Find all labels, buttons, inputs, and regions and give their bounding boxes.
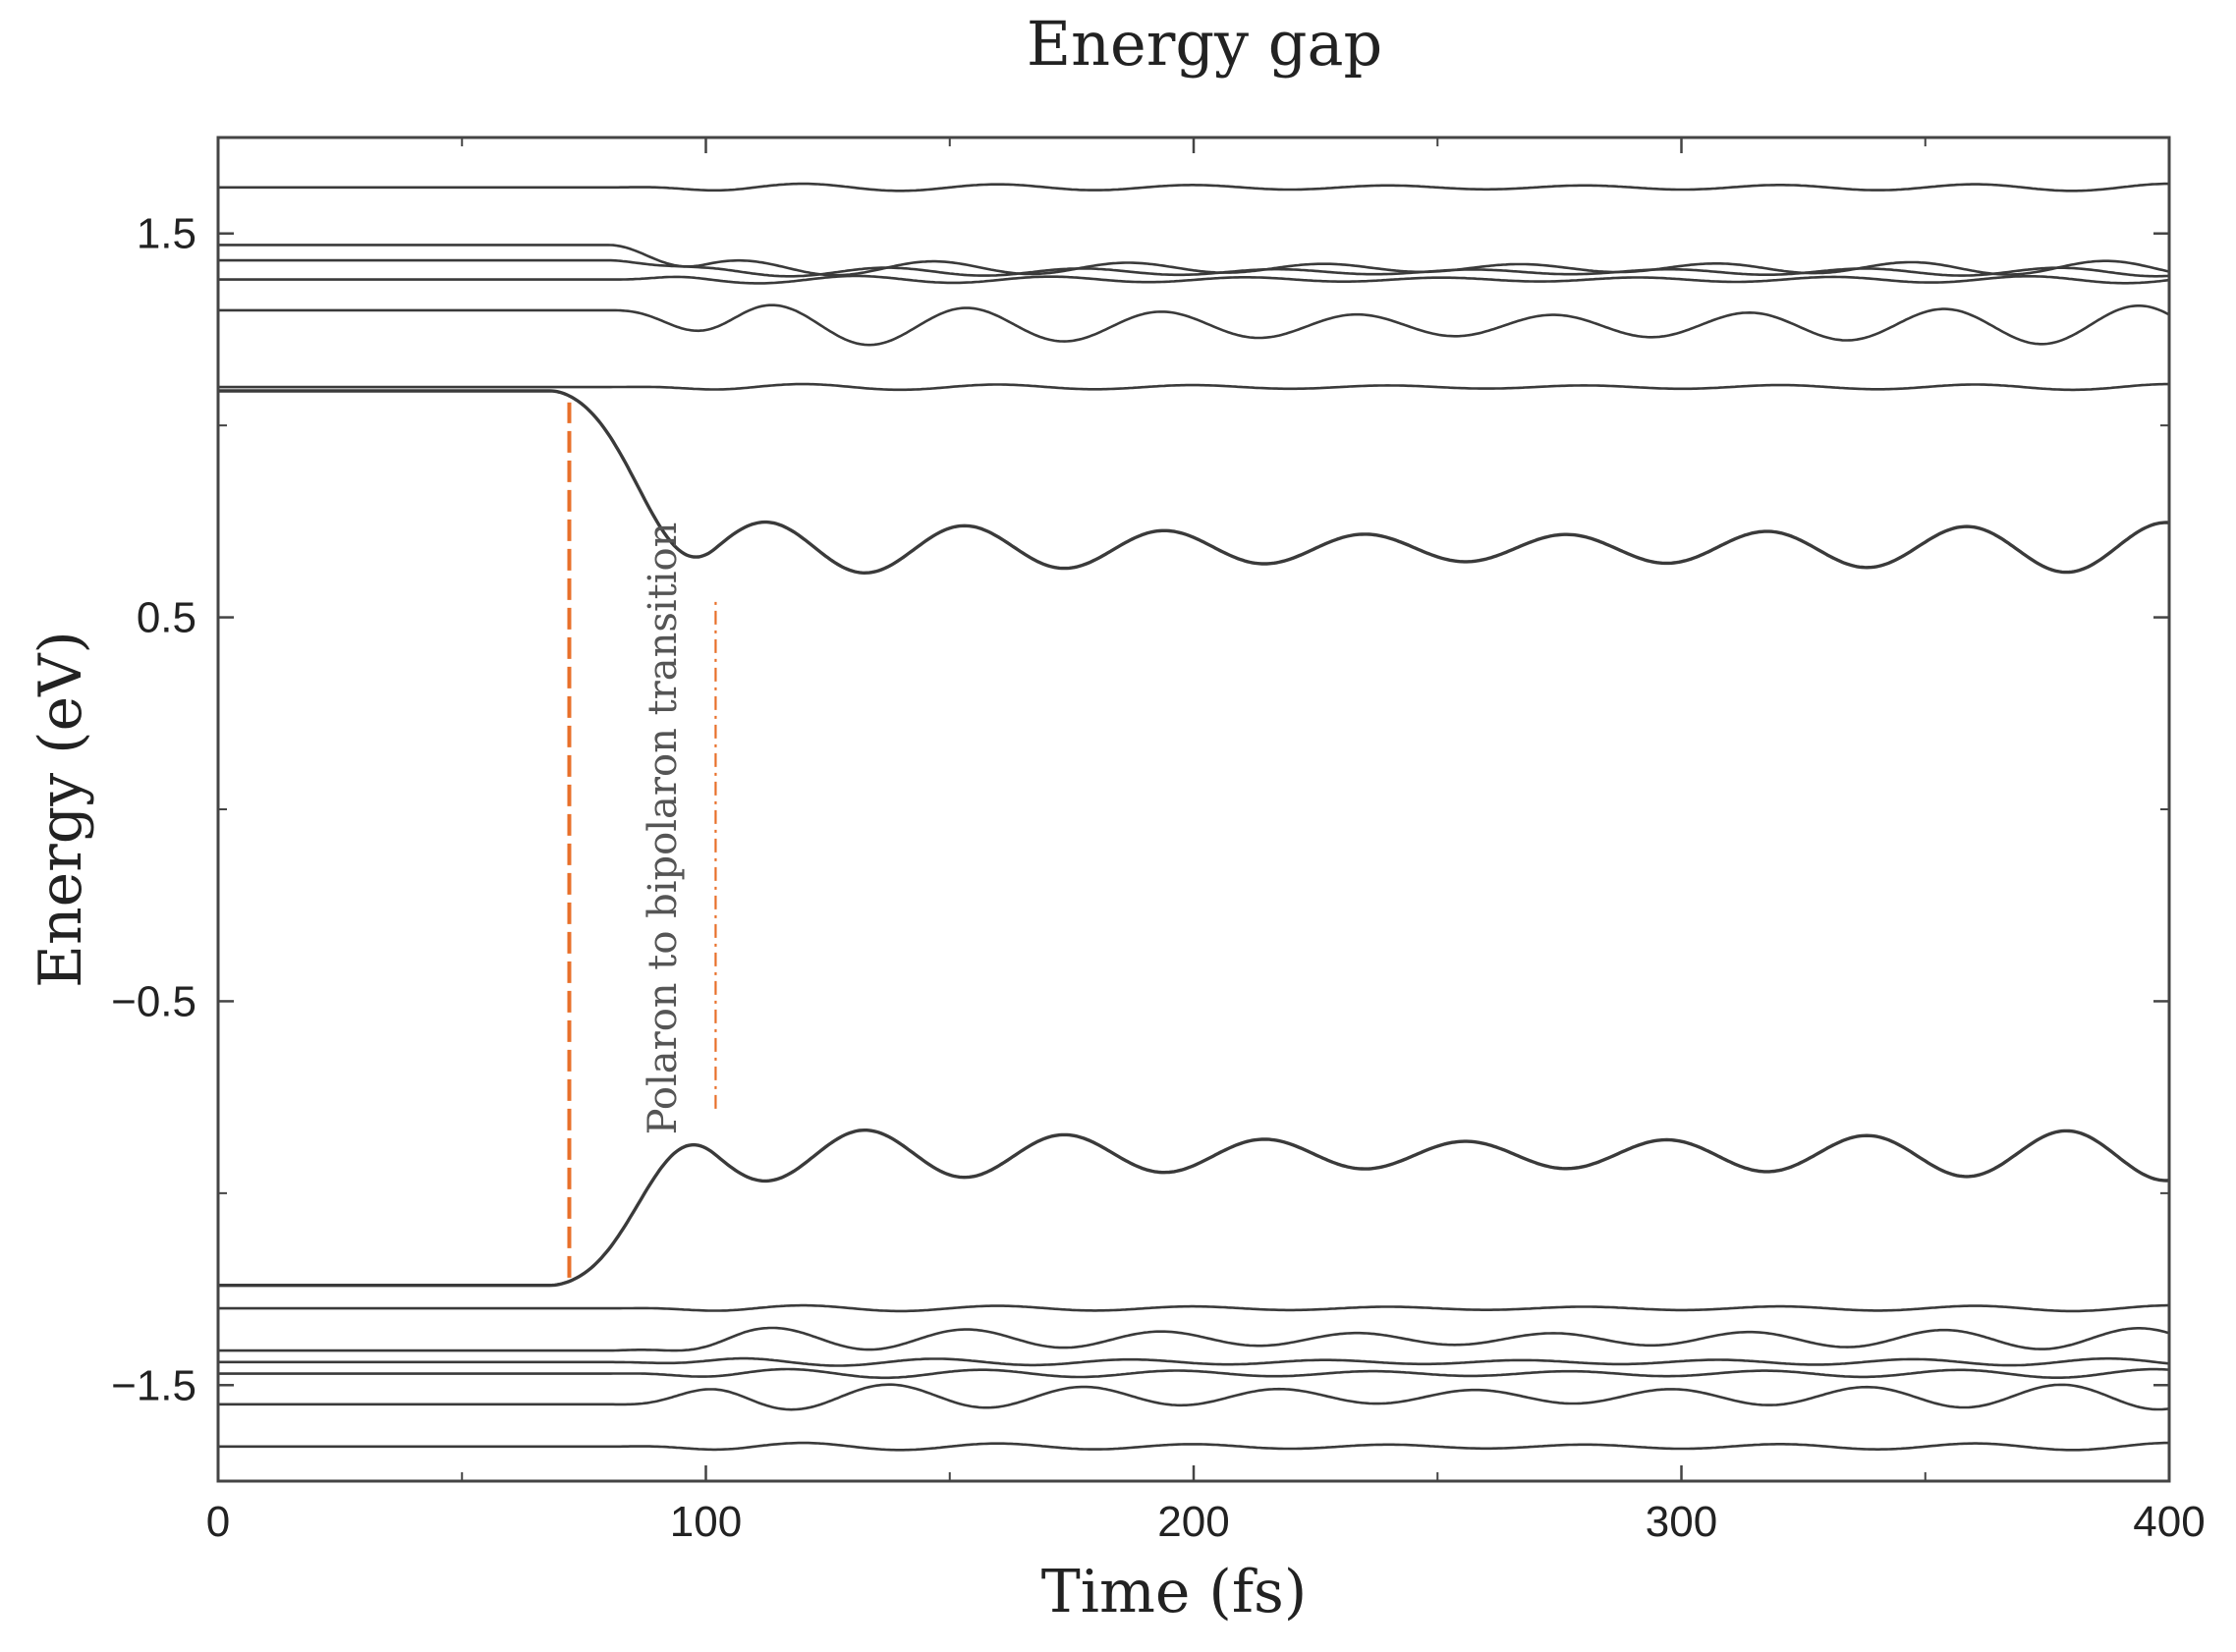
series-level-lower-gap xyxy=(218,1129,2170,1288)
x-axis-label: Time (fs) xyxy=(1041,1558,1308,1626)
chart-title: Energy gap xyxy=(1027,8,1382,80)
series-level-l1 xyxy=(218,1303,2169,1313)
x-tick-label: 0 xyxy=(206,1498,230,1546)
x-tick-label: 100 xyxy=(670,1498,742,1546)
series-level-u4 xyxy=(218,274,2170,285)
plot-frame xyxy=(216,136,2171,1483)
tick-layer: 0 100 200 300 400 1.5 0.5 −0.5 −1.5 xyxy=(111,138,2206,1546)
y-tick-label: −1.5 xyxy=(111,1361,196,1409)
series-level-l3 xyxy=(218,1356,2170,1367)
series-level-l2 xyxy=(218,1326,2170,1352)
y-tick-label: 0.5 xyxy=(137,594,196,642)
series-level-l6 xyxy=(218,1441,2169,1452)
series-level-u2 xyxy=(218,244,2170,277)
series-level-l5 xyxy=(218,1383,2170,1411)
y-tick-label: 1.5 xyxy=(137,210,196,258)
x-tick-label: 400 xyxy=(2133,1498,2205,1546)
series-layer xyxy=(218,182,2170,1452)
x-tick-label: 200 xyxy=(1157,1498,1229,1546)
series-level-l4 xyxy=(218,1367,2170,1380)
y-axis-label: Energy (eV) xyxy=(27,631,95,988)
annotation-polaron-to-bipolaron: Polaron to bipolaron transition xyxy=(641,523,686,1135)
x-tick-label: 300 xyxy=(1646,1498,1717,1546)
series-level-u6 xyxy=(218,382,2169,392)
y-tick-label: −0.5 xyxy=(111,977,196,1025)
series-level-u3 xyxy=(218,258,2170,278)
series-level-u5 xyxy=(218,303,2170,347)
series-level-u1 xyxy=(218,182,2169,193)
series-level-upper-gap xyxy=(218,389,2170,576)
